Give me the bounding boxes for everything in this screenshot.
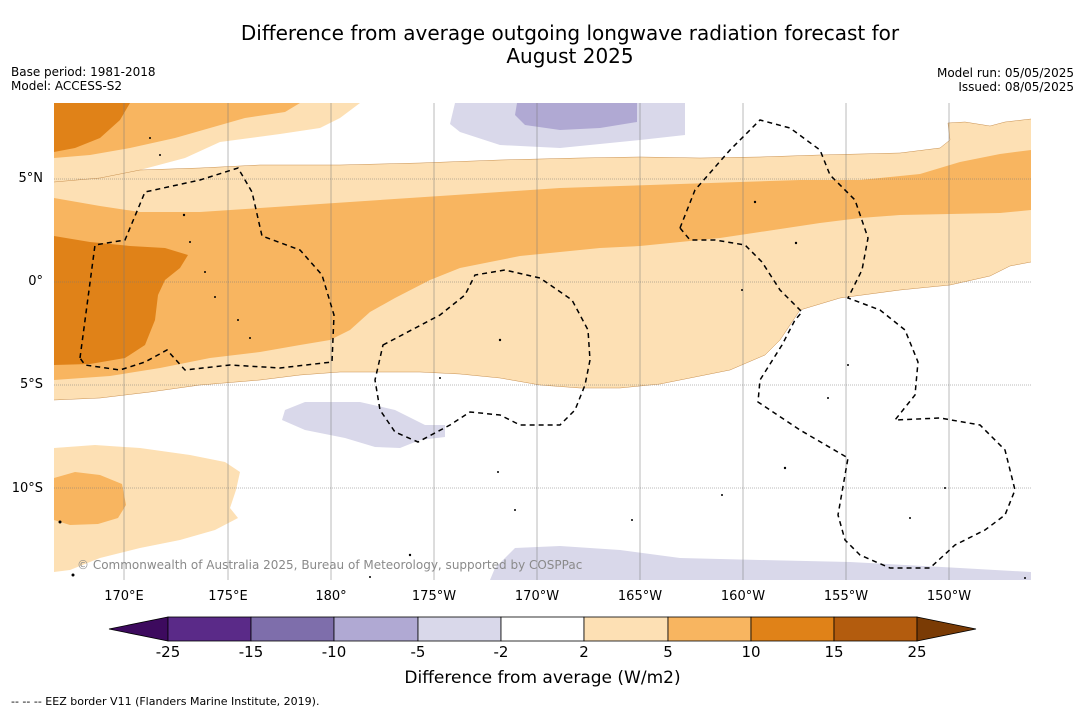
lon-label-170w: 170°W	[514, 589, 560, 604]
lat-label-0: 0°	[28, 274, 43, 289]
model-name: Model: ACCESS-S2	[11, 79, 123, 93]
colorbar-segment-8	[750, 616, 835, 642]
eez-borders	[79, 119, 1016, 569]
colorbar-tick: 5	[663, 643, 673, 661]
positive-anomaly-strong-north	[54, 103, 130, 152]
lon-label-170e: 170°E	[104, 589, 144, 604]
contour-lines	[54, 118, 1031, 401]
colorbar-extension-low	[108, 616, 169, 642]
negative-anomaly-central	[282, 402, 445, 448]
lat-label-10s: 10°S	[11, 481, 43, 496]
base-period: Base period: 1981-2018	[11, 65, 156, 79]
colorbar-tick: -2	[493, 643, 509, 661]
anomaly-shading	[54, 103, 1031, 580]
colorbar-segment-4	[417, 616, 502, 642]
lon-label-155w: 155°W	[823, 589, 869, 604]
colorbar-segment-7	[667, 616, 752, 642]
map-gridlines	[54, 103, 1031, 580]
lon-label-150w: 150°W	[926, 589, 972, 604]
lon-label-165w: 165°W	[617, 589, 663, 604]
issued-date: Issued: 08/05/2025	[958, 80, 1074, 94]
colorbar-extension-high	[916, 616, 977, 642]
colorbar-segment-5	[500, 616, 585, 642]
colorbar-title: Difference from average (W/m2)	[404, 668, 681, 688]
map-title-line2: August 2025	[506, 44, 634, 68]
positive-anomaly-southwest-medium	[54, 472, 126, 525]
lat-label-5s: 5°S	[19, 377, 43, 392]
colorbar-tick: 10	[741, 643, 761, 661]
model-info: Base period: 1981-2018 Model: ACCESS-S2	[11, 65, 156, 93]
colorbar-segment-9	[833, 616, 918, 642]
colorbar-segment-1	[167, 616, 252, 642]
eez-kiribati-gilbert	[79, 167, 335, 371]
colorbar-tick: -5	[410, 643, 426, 661]
strong-negative-anomaly-north	[515, 103, 637, 130]
colorbar-tick: -10	[321, 643, 347, 661]
colorbar-tick: 25	[907, 643, 927, 661]
lon-label-160w: 160°W	[720, 589, 766, 604]
model-run-date: Model run: 05/05/2025	[936, 66, 1074, 80]
map-title: Difference from average outgoing longwav…	[0, 22, 1085, 68]
colorbar-segment-2	[250, 616, 335, 642]
positive-anomaly-strong-west	[54, 236, 188, 365]
positive-anomaly-medium	[54, 103, 1031, 380]
colorbar	[108, 616, 977, 642]
eez-kiribati-line	[679, 119, 1016, 569]
colorbar-segment-6	[583, 616, 669, 642]
lon-label-180: 180°	[315, 589, 347, 604]
copyright-notice: © Commonwealth of Australia 2025, Bureau…	[77, 558, 583, 572]
eez-kiribati-phoenix	[374, 269, 591, 443]
colorbar-tick: -25	[155, 643, 181, 661]
lat-label-5n: 5°N	[18, 171, 44, 186]
lon-label-175e: 175°E	[208, 589, 248, 604]
negative-anomaly-south	[490, 546, 1031, 580]
eez-legend-note: -- -- -- EEZ border V11 (Flanders Marine…	[11, 695, 320, 708]
island-markers	[58, 137, 1026, 579]
lon-label-175w: 175°W	[411, 589, 457, 604]
colorbar-tick: 15	[824, 643, 844, 661]
run-info: Model run: 05/05/2025 Issued: 08/05/2025	[937, 66, 1074, 94]
colorbar-segment-3	[333, 616, 419, 642]
map-title-line1: Difference from average outgoing longwav…	[240, 21, 900, 45]
colorbar-tick: -15	[238, 643, 264, 661]
colorbar-tick: 2	[579, 643, 589, 661]
